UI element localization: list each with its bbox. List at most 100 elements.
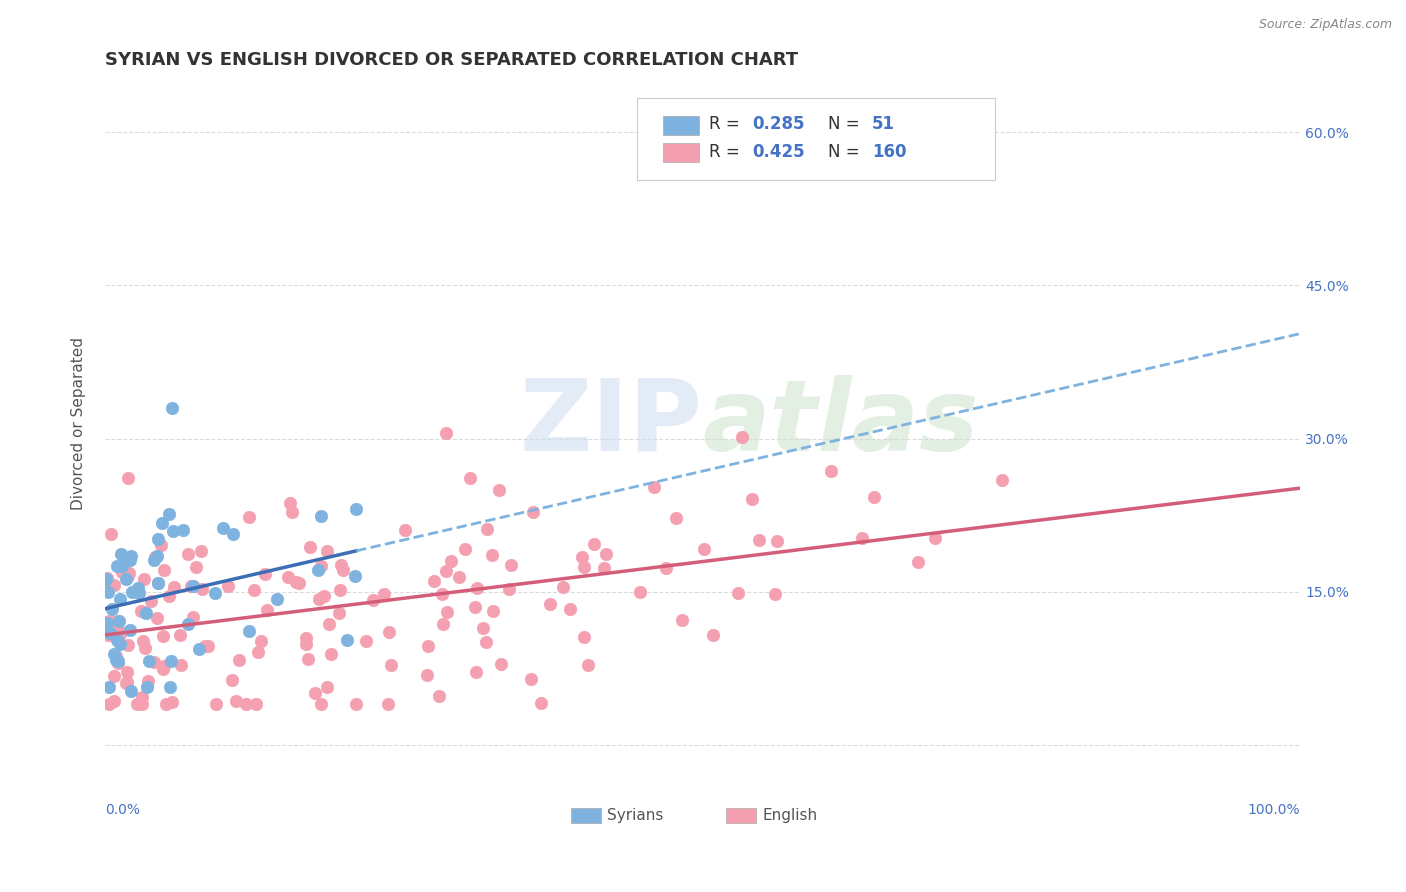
Point [180,579,202,593]
Point [96,622,118,636]
Point [242,582,264,597]
Point [434,565,457,579]
Point [105,648,128,663]
Text: ZIP: ZIP [520,375,703,472]
Point [135,607,157,621]
Point [481,548,503,562]
Point [145,549,167,564]
Point [344,569,367,583]
Point [105,559,128,574]
Point [162,524,184,539]
Text: English: English [762,808,817,823]
Point [111,566,134,580]
Point [664,510,686,524]
Point [150,516,173,530]
Point [108,592,131,607]
Point [104,653,127,667]
Point [318,616,340,631]
Point [249,633,271,648]
Text: 100.0%: 100.0% [1247,803,1301,817]
Point [120,549,142,563]
Point [416,639,439,653]
Point [145,549,167,564]
Point [128,585,150,599]
Point [107,624,129,639]
Point [143,655,166,669]
Point [135,680,157,694]
Point [316,680,339,694]
Point [131,690,153,704]
Point [378,625,401,640]
Point [748,533,770,548]
Point [103,669,125,683]
Point [595,547,617,561]
Point [181,579,204,593]
Point [96,572,118,586]
Text: N =: N = [828,143,865,161]
Point [190,544,212,558]
Point [160,654,183,668]
Text: Syrians: Syrians [607,808,664,823]
Point [464,599,486,614]
Point [235,697,257,711]
Point [120,684,142,698]
Point [228,653,250,667]
Text: N =: N = [828,115,865,134]
Point [96,624,118,638]
Point [551,580,574,594]
Point [162,580,184,594]
Point [991,473,1014,487]
Point [127,582,149,596]
Point [103,577,125,591]
Point [491,657,513,672]
Point [212,521,235,535]
Point [153,563,176,577]
Point [328,606,350,620]
Point [132,634,155,648]
Point [295,637,318,651]
Point [160,401,183,416]
Point [221,673,243,687]
Point [284,574,307,589]
Point [332,563,354,577]
Point [139,594,162,608]
Point [110,547,132,561]
Point [571,549,593,564]
Point [132,573,155,587]
Point [592,561,614,575]
Point [522,505,544,519]
Point [98,614,121,628]
Point [115,572,138,586]
Point [380,657,402,672]
Point [254,566,277,581]
Point [354,633,377,648]
Point [148,532,170,546]
Point [222,527,245,541]
Point [309,697,332,711]
Point [361,593,384,607]
Text: 0.425: 0.425 [752,143,806,161]
Point [153,658,176,673]
Point [576,657,599,672]
Point [169,628,191,642]
Point [96,616,118,631]
Point [118,566,141,580]
Point [103,648,125,662]
Point [454,542,477,557]
Point [763,587,786,601]
Point [434,426,457,441]
Point [702,628,724,642]
Point [170,658,193,673]
Text: 51: 51 [872,115,896,134]
Point [308,592,330,607]
Point [246,645,269,659]
Point [344,697,367,711]
Point [238,624,260,638]
Point [583,537,606,551]
Point [217,579,239,593]
Point [96,575,118,590]
Point [628,585,651,599]
Point [297,652,319,666]
FancyBboxPatch shape [664,116,699,135]
Point [117,638,139,652]
